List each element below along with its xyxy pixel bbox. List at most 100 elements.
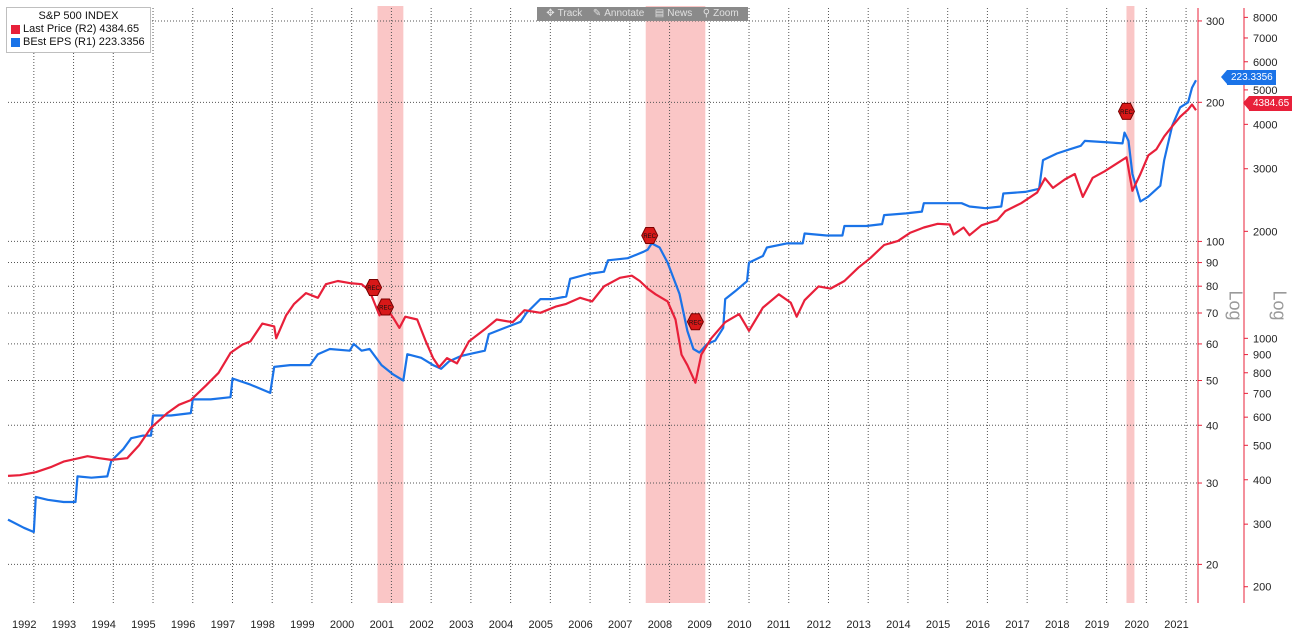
r2-tick-label: 4000	[1253, 119, 1277, 131]
x-tick-label: 2019	[1085, 619, 1109, 631]
r1-tick-label: 70	[1206, 308, 1218, 320]
recession-marker-2: REC	[641, 226, 659, 244]
recession-marker-shape	[1117, 102, 1136, 120]
legend-item-price[interactable]: Last Price (R2) 4384.65	[11, 23, 146, 36]
x-tick-label: 2001	[370, 619, 394, 631]
zoom-label: Zoom	[713, 8, 739, 19]
series-lines	[7, 79, 1197, 534]
news-label: News	[667, 8, 693, 19]
legend-swatch-eps	[11, 38, 20, 47]
recession-band-1	[645, 6, 706, 603]
x-tick-label: 1997	[211, 619, 235, 631]
news-button[interactable]: ▤ News	[655, 7, 692, 21]
x-tick-label: 2015	[926, 619, 950, 631]
r1-tick-label: 60	[1206, 339, 1218, 351]
track-label: Track	[557, 8, 583, 19]
x-tick-label: 2009	[687, 619, 711, 631]
legend-title: S&P 500 INDEX	[38, 10, 119, 22]
x-tick-label: 2011	[767, 619, 791, 631]
r1-tick-label: 20	[1206, 559, 1218, 571]
price-last-value-tag: 4384.65	[1242, 96, 1293, 111]
r2-tick-label: 400	[1253, 475, 1271, 487]
x-tick-label: 2005	[529, 619, 553, 631]
x-tick-label: 2021	[1164, 619, 1188, 631]
recession-marker-label: REC	[1120, 110, 1133, 116]
x-tick-label: 1995	[131, 619, 155, 631]
x-tick-label: 1993	[52, 619, 76, 631]
legend-swatch-price	[11, 25, 20, 34]
track-button[interactable]: ✥ Track	[546, 7, 582, 21]
x-tick-label: 2013	[846, 619, 870, 631]
recession-marker-1: REC	[376, 298, 395, 316]
recession-marker-label: REC	[643, 234, 656, 240]
axes: 1992 1993 1994 1995 1996 1997 1998 1999 2000 2001…	[12, 8, 1277, 631]
legend-item-eps[interactable]: BEst EPS (R1) 223.3356	[11, 36, 146, 49]
x-tick-label: 2004	[489, 619, 513, 631]
recession-markers: REC REC REC REC REC	[364, 102, 1136, 331]
r2-tick-label: 2000	[1253, 226, 1277, 238]
magnifier-icon: ⚲	[702, 8, 711, 19]
r1-tick-label: 100	[1206, 236, 1224, 248]
x-tick-label: 2017	[1005, 619, 1029, 631]
grid	[8, 8, 1198, 603]
x-tick-label: 2002	[409, 619, 433, 631]
recession-marker-label: REC	[367, 286, 380, 292]
r1-tick-label: 200	[1206, 97, 1224, 109]
r2-tick-label: 200	[1253, 582, 1271, 594]
axis-title-r2: Log	[1269, 290, 1290, 321]
r1-tick-label: 30	[1206, 478, 1218, 490]
recession-marker-0: REC	[364, 278, 383, 296]
r1-tick-label: 40	[1206, 420, 1218, 432]
r2-tick-label: 8000	[1253, 12, 1277, 24]
r2-tick-label: 300	[1253, 519, 1271, 531]
recession-marker-3: REC	[686, 313, 704, 331]
zoom-button[interactable]: ⚲ Zoom	[703, 7, 739, 21]
x-tick-label: 2016	[966, 619, 990, 631]
recession-marker-4: REC	[1117, 102, 1136, 120]
x-tick-label: 1996	[171, 619, 195, 631]
r2-tick-label: 5000	[1253, 85, 1277, 97]
legend-label-eps: BEst EPS (R1) 223.3356	[23, 36, 145, 48]
x-tick-label: 1999	[290, 619, 314, 631]
legend-label-price: Last Price (R2) 4384.65	[23, 23, 140, 35]
recession-marker-shape	[364, 278, 383, 296]
x-tick-label: 2010	[727, 619, 751, 631]
r1-tick-label: 50	[1206, 376, 1218, 388]
legend: S&P 500 INDEX Last Price (R2) 4384.65 BE…	[6, 7, 151, 53]
x-tick-label: 1992	[12, 619, 36, 631]
r2-tick-label: 3000	[1253, 164, 1277, 176]
x-tick-label: 2007	[608, 619, 632, 631]
r2-tick-label: 700	[1253, 388, 1271, 400]
series-line-price	[7, 103, 1197, 477]
recession-marker-label: REC	[689, 320, 702, 326]
x-tick-label: 2008	[648, 619, 672, 631]
r2-tick-label: 900	[1253, 350, 1271, 362]
pencil-icon: ✎	[592, 8, 602, 19]
r2-tick-label: 6000	[1253, 57, 1277, 69]
annotate-label: Annotate	[604, 8, 645, 19]
recession-band-2	[1126, 6, 1135, 603]
x-tick-label: 2018	[1045, 619, 1069, 631]
r2-tick-label: 500	[1253, 440, 1271, 452]
chart-toolbar: ✥ Track ✎ Annotate ▤ News ⚲ Zoom	[537, 7, 748, 21]
news-icon: ▤	[654, 8, 665, 19]
recession-marker-shape	[641, 226, 659, 244]
crosshair-icon: ✥	[546, 8, 555, 19]
recession-marker-label: REC	[379, 305, 392, 311]
r1-tick-label: 80	[1206, 281, 1218, 293]
recession-bands	[377, 6, 1135, 603]
r1-tick-label: 300	[1206, 16, 1224, 28]
axis-title-r1: Log	[1225, 290, 1246, 321]
r1-tick-label: 90	[1206, 258, 1218, 270]
annotate-button[interactable]: ✎ Annotate	[593, 7, 644, 21]
eps-last-value-tag: 223.3356	[1221, 70, 1276, 85]
x-tick-label: 2006	[568, 619, 592, 631]
r2-tick-label: 800	[1253, 368, 1271, 380]
r2-tick-label: 600	[1253, 412, 1271, 424]
x-tick-label: 1998	[250, 619, 274, 631]
x-tick-label: 2012	[807, 619, 831, 631]
x-tick-label: 2003	[449, 619, 473, 631]
series-line-eps	[7, 79, 1197, 534]
r2-tick-label: 7000	[1253, 33, 1277, 45]
